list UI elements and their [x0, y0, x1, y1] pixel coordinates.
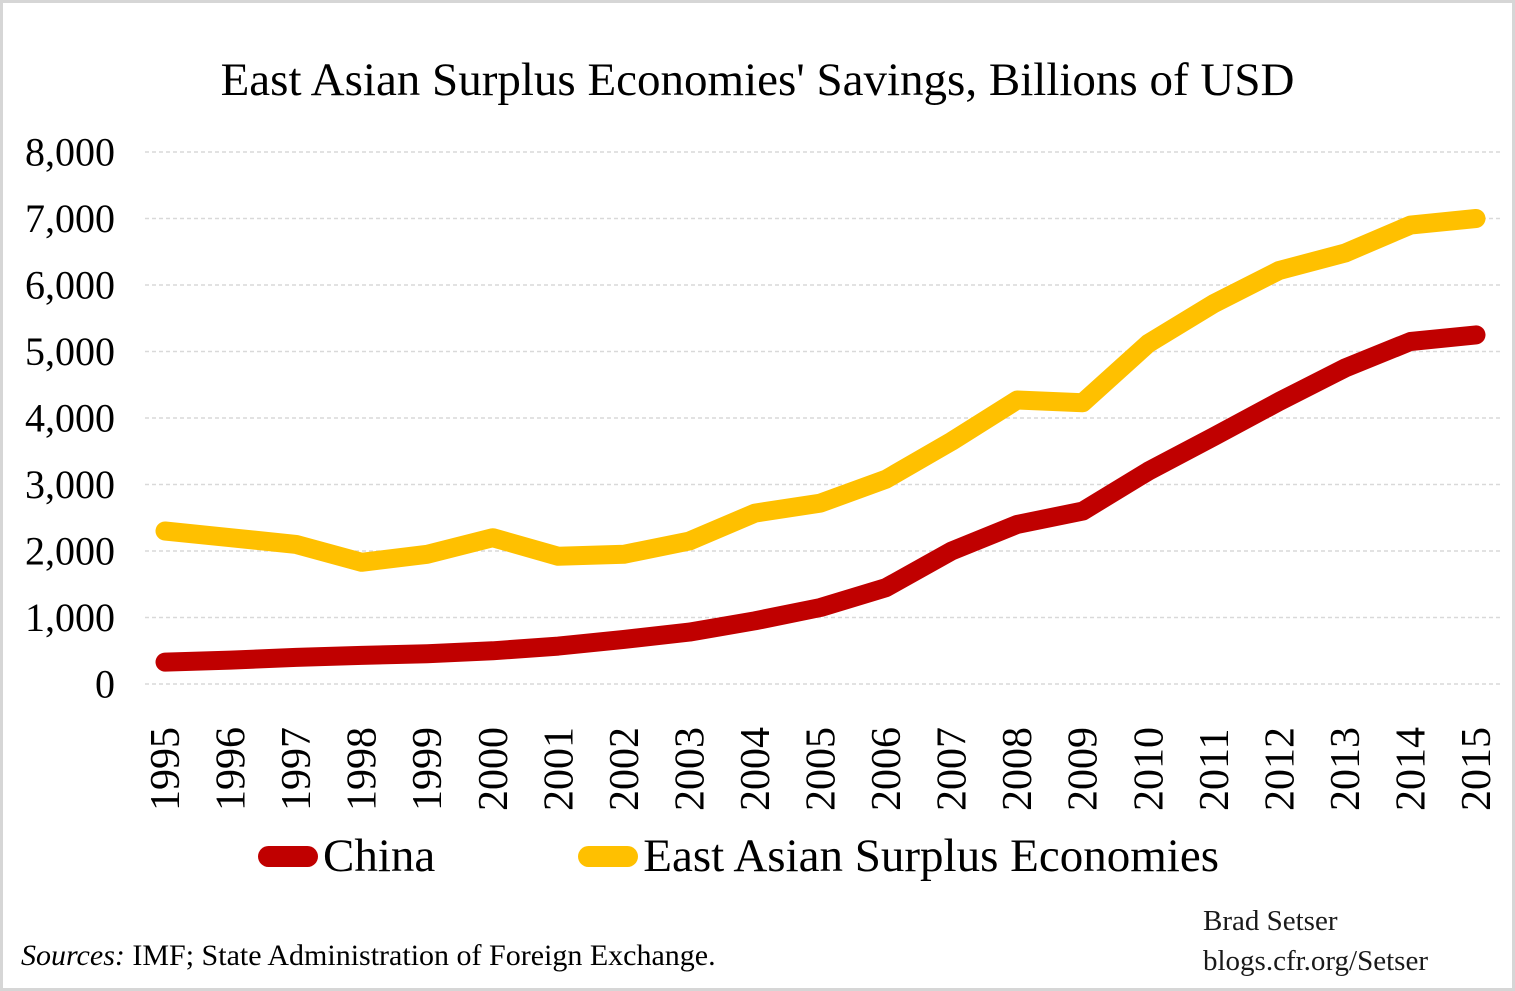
x-axis-tick-label: 2001 — [536, 727, 582, 811]
line-chart-canvas: 0 1,000 2,000 3,000 4,000 5,000 6,000 7,000 8,00… — [25, 130, 1503, 811]
x-axis-tick-label: 2000 — [471, 727, 517, 811]
x-axis-tick-label: 2008 — [995, 727, 1041, 811]
x-axis-tick-label: 2009 — [1061, 727, 1107, 811]
x-axis-tick-label: 2003 — [667, 727, 713, 811]
x-axis-tick-label: 2002 — [602, 727, 648, 811]
y-axis-tick-label: 2,000 — [25, 529, 115, 574]
x-axis-tick-label: 2007 — [930, 727, 976, 811]
legend-item-east-asia: East Asian Surplus Economies — [578, 829, 1219, 883]
x-axis-tick-label: 1998 — [340, 727, 386, 811]
legend-swatch-east-asia — [578, 845, 639, 867]
legend-item-china: China — [258, 829, 435, 883]
source-note: Sources: IMF; State Administration of Fo… — [21, 939, 716, 973]
x-axis-tick-label: 2010 — [1126, 727, 1172, 811]
attribution-url: blogs.cfr.org/Setser — [1203, 945, 1428, 977]
x-axis-tick-label: 2004 — [733, 727, 779, 811]
x-axis-tick-label: 1996 — [209, 727, 255, 811]
attribution-author: Brad Setser — [1203, 905, 1338, 937]
x-axis-tick-label: 1997 — [274, 727, 320, 811]
y-axis-tick-label: 5,000 — [25, 329, 115, 374]
y-axis-tick-label: 6,000 — [25, 263, 115, 308]
x-axis-tick-label: 1995 — [143, 727, 189, 811]
source-note-text: IMF; State Administration of Foreign Exc… — [124, 939, 716, 972]
x-axis-tick-label: 2006 — [864, 727, 910, 811]
x-axis-tick-label: 2014 — [1388, 727, 1434, 811]
y-axis-tick-label: 4,000 — [25, 396, 115, 441]
y-axis-tick-label: 1,000 — [25, 595, 115, 640]
x-axis-tick-label: 2015 — [1454, 727, 1500, 811]
x-axis-tick-label: 1999 — [405, 727, 451, 811]
legend-label-china: China — [323, 830, 436, 882]
attribution: Brad Setser blogs.cfr.org/Setser — [1203, 901, 1428, 981]
chart-title: East Asian Surplus Economies' Savings, B… — [220, 54, 1295, 106]
source-note-prefix: Sources: — [21, 939, 125, 972]
y-axis-tick-label: 7,000 — [25, 196, 115, 241]
legend-label-east-asia: East Asian Surplus Economies — [643, 830, 1219, 882]
legend-swatch-china — [258, 845, 318, 867]
series-line-china — [155, 325, 1486, 672]
x-axis-tick-label: 2013 — [1323, 727, 1369, 811]
y-axis-tick-label: 8,000 — [25, 130, 115, 175]
y-axis-tick-label: 3,000 — [25, 462, 115, 507]
chart-legend: China East Asian Surplus Economies — [258, 829, 1219, 883]
series-line-east-asian-surplus-economies — [155, 209, 1486, 572]
x-axis-tick-label: 2012 — [1257, 727, 1303, 811]
x-axis-tick-label: 2011 — [1192, 729, 1238, 811]
y-axis-tick-label: 0 — [95, 662, 115, 707]
x-axis-tick-label: 2005 — [799, 727, 845, 811]
